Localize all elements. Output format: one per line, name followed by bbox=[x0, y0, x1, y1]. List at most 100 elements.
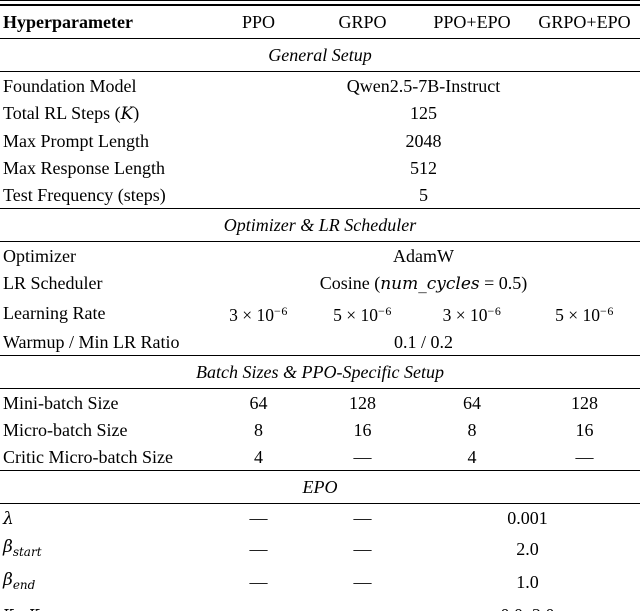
table-row: Learning Rate 3 × 10−6 5 × 10−6 3 × 10−6… bbox=[0, 297, 640, 328]
cell-value-span: 1.0 bbox=[516, 571, 539, 592]
table-row: Max Prompt Length 2048 bbox=[0, 127, 640, 154]
math-symbol: κ bbox=[3, 603, 14, 611]
table-row: Optimizer AdamW bbox=[0, 242, 640, 270]
cell-value: 128 bbox=[349, 392, 376, 413]
cell-value: 64 bbox=[249, 392, 268, 413]
label-text: ) bbox=[133, 102, 140, 123]
table-row: κl, κr — — 0.0, 2.0 bbox=[0, 598, 640, 611]
table-row: λ — — 0.001 bbox=[0, 504, 640, 533]
row-label: Max Response Length bbox=[3, 157, 165, 178]
cell-value-span: 0.001 bbox=[507, 508, 548, 528]
math-symbol: , κ bbox=[18, 603, 40, 611]
table-row: Test Frequency (steps) 5 bbox=[0, 181, 640, 209]
cell-value: 5 × 10−6 bbox=[310, 297, 415, 328]
row-label: Critic Micro-batch Size bbox=[3, 446, 173, 467]
math-symbol: β bbox=[3, 569, 13, 590]
row-label: Optimizer bbox=[3, 245, 76, 266]
section-title-text: General Setup bbox=[0, 38, 640, 72]
cell-value: — bbox=[353, 446, 372, 467]
cell-value-span: Qwen2.5-7B-Instruct bbox=[346, 75, 501, 96]
row-label: λ bbox=[0, 504, 207, 533]
math-identifier: num_cycles bbox=[380, 273, 480, 294]
row-label: βstart bbox=[0, 532, 207, 565]
section-title-general-setup: General Setup bbox=[0, 38, 640, 72]
section-title-text: Batch Sizes & PPO-Specific Setup bbox=[0, 355, 640, 389]
cell-dash: — bbox=[353, 508, 372, 528]
math-subscript: end bbox=[12, 577, 36, 592]
value-text: 5 × 10 bbox=[333, 304, 379, 325]
section-title-epo: EPO bbox=[0, 470, 640, 504]
cell-value: 128 bbox=[571, 392, 598, 413]
row-label: Learning Rate bbox=[3, 302, 106, 323]
row-label: Micro-batch Size bbox=[3, 419, 128, 440]
cell-dash: — bbox=[310, 598, 415, 611]
cell-value: 3 × 10−6 bbox=[415, 297, 529, 328]
math-symbol: K bbox=[120, 103, 134, 124]
row-label: Foundation Model bbox=[3, 75, 137, 96]
table-row: βend — — 1.0 bbox=[0, 565, 640, 598]
cell-value: 4 bbox=[467, 446, 477, 467]
row-label: Max Prompt Length bbox=[3, 130, 149, 151]
cell-value: 16 bbox=[353, 419, 372, 440]
row-label: Total RL Steps (K) bbox=[0, 99, 207, 127]
cell-value-span: AdamW bbox=[393, 245, 454, 266]
table-row: Max Response Length 512 bbox=[0, 154, 640, 181]
math-symbol: β bbox=[3, 536, 13, 557]
value-text: 3 × 10 bbox=[442, 304, 488, 325]
cell-value: — bbox=[575, 446, 594, 467]
value-text: Cosine ( bbox=[319, 272, 381, 293]
cell-value-span: 0.1 / 0.2 bbox=[393, 331, 453, 352]
section-title-text: Optimizer & LR Scheduler bbox=[0, 208, 640, 242]
table-row: βstart — — 2.0 bbox=[0, 532, 640, 565]
cell-value: 8 bbox=[254, 419, 263, 440]
math-symbol: λ bbox=[3, 508, 14, 529]
header-grpo: GRPO bbox=[310, 5, 415, 39]
section-title-text: EPO bbox=[0, 470, 640, 504]
cell-value: 16 bbox=[575, 419, 594, 440]
label-text: Total RL Steps ( bbox=[3, 102, 121, 123]
math-subscript: start bbox=[12, 544, 42, 559]
value-text: = 0.5) bbox=[479, 272, 528, 293]
header-ppo: PPO bbox=[207, 5, 310, 39]
cell-value-span: 125 bbox=[410, 103, 437, 123]
exponent: −6 bbox=[378, 303, 392, 318]
cell-value: 8 bbox=[467, 419, 477, 440]
section-title-batch-sizes: Batch Sizes & PPO-Specific Setup bbox=[0, 355, 640, 389]
cell-value-span: 0.0, 2.0 bbox=[415, 598, 640, 611]
header-hyperparameter: Hyperparameter bbox=[0, 5, 207, 39]
hyperparameter-table: Hyperparameter PPO GRPO PPO+EPO GRPO+EPO… bbox=[0, 4, 640, 611]
cell-dash: — bbox=[249, 571, 268, 592]
cell-dash: — bbox=[353, 538, 372, 559]
row-label: Mini-batch Size bbox=[3, 392, 119, 413]
table-header-row: Hyperparameter PPO GRPO PPO+EPO GRPO+EPO bbox=[0, 5, 640, 39]
table-row: LR Scheduler Cosine (num_cycles = 0.5) bbox=[0, 269, 640, 297]
cell-value: 5 × 10−6 bbox=[529, 297, 640, 328]
cell-dash: — bbox=[207, 598, 310, 611]
header-grpo-epo: GRPO+EPO bbox=[529, 5, 640, 39]
cell-value-span: 512 bbox=[410, 157, 437, 178]
row-label: κl, κr bbox=[0, 598, 207, 611]
cell-dash: — bbox=[249, 538, 268, 559]
table-row: Critic Micro-batch Size 4 — 4 — bbox=[0, 443, 640, 471]
row-label: LR Scheduler bbox=[3, 273, 103, 293]
cell-value-span: Cosine (num_cycles = 0.5) bbox=[207, 269, 640, 297]
value-text: 3 × 10 bbox=[229, 304, 275, 325]
value-text: 5 × 10 bbox=[555, 304, 601, 325]
cell-value-span: 2.0 bbox=[516, 538, 539, 559]
table-row: Foundation Model Qwen2.5-7B-Instruct bbox=[0, 72, 640, 100]
exponent: −6 bbox=[487, 303, 502, 318]
row-label: βend bbox=[0, 565, 207, 598]
exponent: −6 bbox=[274, 303, 288, 318]
row-label: Warmup / Min LR Ratio bbox=[3, 331, 180, 352]
row-label: Test Frequency (steps) bbox=[3, 184, 166, 205]
cell-dash: — bbox=[353, 571, 372, 592]
cell-dash: — bbox=[249, 508, 268, 528]
section-title-optimizer-lr: Optimizer & LR Scheduler bbox=[0, 208, 640, 242]
header-ppo-epo: PPO+EPO bbox=[415, 5, 529, 39]
cell-value-span: 2048 bbox=[405, 130, 442, 151]
cell-value: 4 bbox=[254, 446, 263, 467]
table-row: Total RL Steps (K) 125 bbox=[0, 99, 640, 127]
table-row: Mini-batch Size 64 128 64 128 bbox=[0, 389, 640, 417]
top-thin-rule bbox=[0, 0, 640, 4]
cell-value: 3 × 10−6 bbox=[207, 297, 310, 328]
